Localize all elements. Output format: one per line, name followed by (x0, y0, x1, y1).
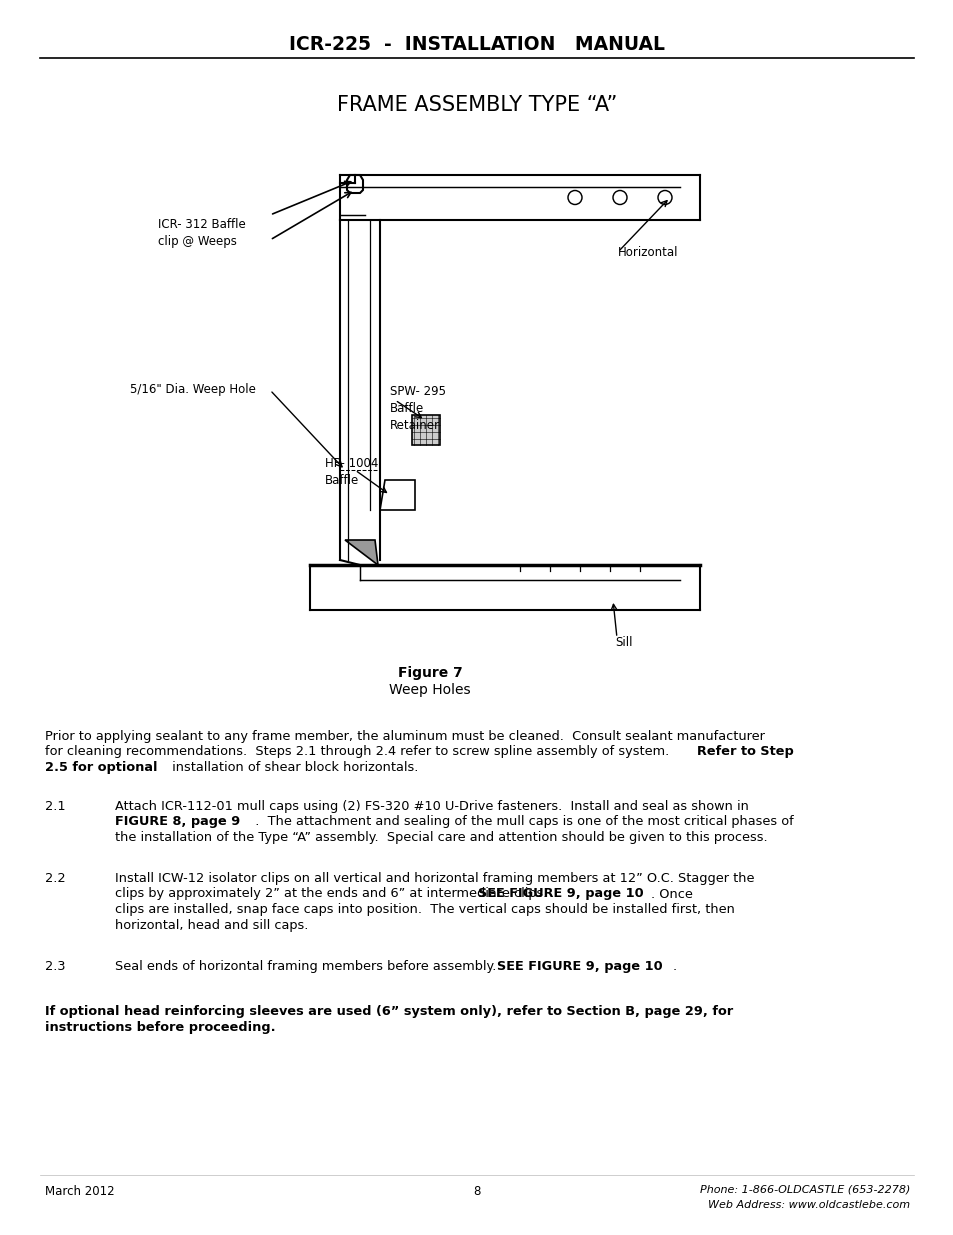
Polygon shape (412, 415, 439, 445)
Text: . Once: . Once (650, 888, 692, 900)
Text: Install ICW-12 isolator clips on all vertical and horizontal framing members at : Install ICW-12 isolator clips on all ver… (115, 872, 754, 885)
Text: Seal ends of horizontal framing members before assembly.: Seal ends of horizontal framing members … (115, 960, 500, 973)
Text: FRAME ASSEMBLY TYPE “A”: FRAME ASSEMBLY TYPE “A” (336, 95, 617, 115)
Text: Figure 7: Figure 7 (397, 666, 462, 680)
Text: 2.3: 2.3 (45, 960, 66, 973)
Text: Web Address: www.oldcastlebe.com: Web Address: www.oldcastlebe.com (707, 1200, 909, 1210)
Text: clips are installed, snap face caps into position.  The vertical caps should be : clips are installed, snap face caps into… (115, 903, 734, 916)
Text: .: . (672, 960, 677, 973)
Text: ICR-225  -  INSTALLATION   MANUAL: ICR-225 - INSTALLATION MANUAL (289, 35, 664, 54)
Text: the installation of the Type “A” assembly.  Special care and attention should be: the installation of the Type “A” assembl… (115, 831, 767, 844)
Text: 8: 8 (473, 1186, 480, 1198)
Text: Sill: Sill (615, 636, 632, 648)
Polygon shape (345, 540, 377, 564)
Text: clips by approximately 2” at the ends and 6” at intermediate clips.: clips by approximately 2” at the ends an… (115, 888, 555, 900)
Text: SEE FIGURE 9, page 10: SEE FIGURE 9, page 10 (477, 888, 643, 900)
Text: ICR- 312 Baffle
clip @ Weeps: ICR- 312 Baffle clip @ Weeps (158, 219, 246, 248)
Text: Horizontal: Horizontal (618, 246, 678, 258)
Text: FIGURE 8, page 9: FIGURE 8, page 9 (115, 815, 240, 829)
Text: Weep Holes: Weep Holes (389, 683, 471, 697)
Text: Prior to applying sealant to any frame member, the aluminum must be cleaned.  Co: Prior to applying sealant to any frame m… (45, 730, 764, 743)
Text: SPW- 295
Baffle
Retainer: SPW- 295 Baffle Retainer (390, 385, 446, 432)
Text: 2.5 for optional: 2.5 for optional (45, 761, 157, 774)
Text: .  The attachment and sealing of the mull caps is one of the most critical phase: . The attachment and sealing of the mull… (247, 815, 793, 829)
Text: 2.1: 2.1 (45, 800, 66, 813)
Text: If optional head reinforcing sleeves are used (6” system only), refer to Section: If optional head reinforcing sleeves are… (45, 1005, 733, 1018)
Text: horizontal, head and sill caps.: horizontal, head and sill caps. (115, 919, 308, 931)
Text: Refer to Step: Refer to Step (697, 746, 793, 758)
Text: Phone: 1-866-OLDCASTLE (653-2278): Phone: 1-866-OLDCASTLE (653-2278) (699, 1186, 909, 1195)
Text: for cleaning recommendations.  Steps 2.1 through 2.4 refer to screw spline assem: for cleaning recommendations. Steps 2.1 … (45, 746, 673, 758)
Text: installation of shear block horizontals.: installation of shear block horizontals. (168, 761, 418, 774)
Text: March 2012: March 2012 (45, 1186, 114, 1198)
Text: instructions before proceeding.: instructions before proceeding. (45, 1020, 275, 1034)
Text: 5/16" Dia. Weep Hole: 5/16" Dia. Weep Hole (130, 384, 255, 396)
Text: SEE FIGURE 9, page 10: SEE FIGURE 9, page 10 (497, 960, 662, 973)
Text: HP- 1004
Baffle: HP- 1004 Baffle (325, 457, 378, 487)
Text: 2.2: 2.2 (45, 872, 66, 885)
Text: Attach ICR-112-01 mull caps using (2) FS-320 #10 U-Drive fasteners.  Install and: Attach ICR-112-01 mull caps using (2) FS… (115, 800, 748, 813)
